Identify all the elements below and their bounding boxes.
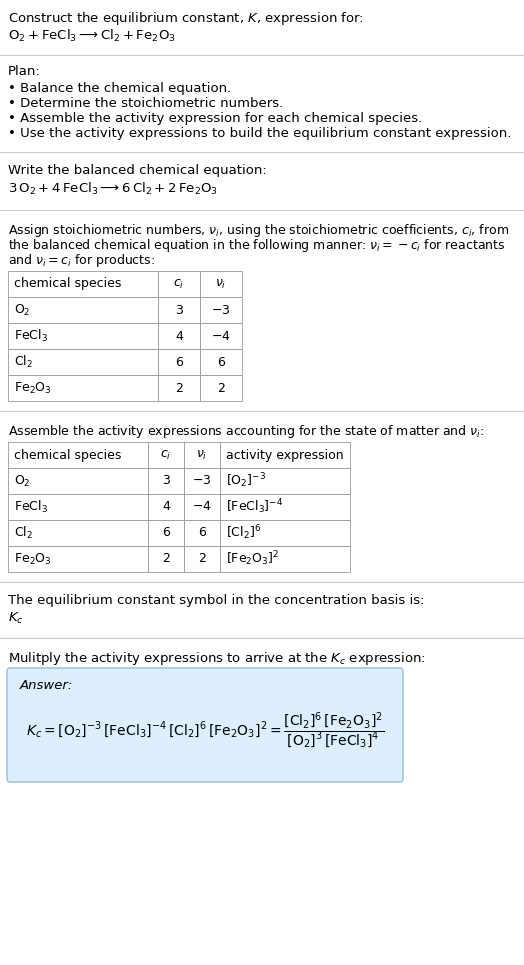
Bar bbox=[8, 297, 158, 323]
Bar bbox=[184, 468, 220, 494]
Text: 6: 6 bbox=[162, 527, 170, 539]
Text: 6: 6 bbox=[198, 527, 206, 539]
Bar bbox=[148, 494, 184, 520]
Bar bbox=[8, 323, 158, 349]
Text: and $\nu_i = c_i$ for products:: and $\nu_i = c_i$ for products: bbox=[8, 252, 155, 269]
Text: $K_c$: $K_c$ bbox=[8, 611, 24, 626]
Text: 2: 2 bbox=[217, 381, 225, 395]
Bar bbox=[8, 442, 148, 468]
Text: 6: 6 bbox=[217, 355, 225, 369]
Bar bbox=[148, 546, 184, 572]
Bar bbox=[8, 546, 148, 572]
Text: $\mathrm{O_2}$: $\mathrm{O_2}$ bbox=[14, 474, 30, 488]
Text: $\mathrm{O_2}$: $\mathrm{O_2}$ bbox=[14, 302, 30, 317]
Bar bbox=[220, 520, 350, 546]
Bar bbox=[220, 468, 350, 494]
Text: • Use the activity expressions to build the equilibrium constant expression.: • Use the activity expressions to build … bbox=[8, 127, 511, 140]
Text: $-3$: $-3$ bbox=[211, 304, 231, 317]
Text: $[\mathrm{FeCl_3}]^{-4}$: $[\mathrm{FeCl_3}]^{-4}$ bbox=[226, 498, 283, 516]
Text: $\mathrm{Cl_2}$: $\mathrm{Cl_2}$ bbox=[14, 354, 33, 370]
Text: 2: 2 bbox=[175, 381, 183, 395]
Text: $\nu_i$: $\nu_i$ bbox=[196, 449, 208, 461]
Bar bbox=[158, 297, 200, 323]
Bar bbox=[220, 546, 350, 572]
Text: 2: 2 bbox=[162, 553, 170, 565]
Bar bbox=[184, 546, 220, 572]
Bar bbox=[200, 297, 242, 323]
Text: chemical species: chemical species bbox=[14, 449, 122, 461]
Bar bbox=[158, 349, 200, 375]
Bar bbox=[8, 375, 158, 401]
Text: $[\mathrm{Fe_2O_3}]^{2}$: $[\mathrm{Fe_2O_3}]^{2}$ bbox=[226, 550, 279, 568]
Text: Write the balanced chemical equation:: Write the balanced chemical equation: bbox=[8, 164, 267, 177]
Bar bbox=[8, 349, 158, 375]
Bar bbox=[148, 520, 184, 546]
Bar bbox=[220, 442, 350, 468]
Bar bbox=[184, 494, 220, 520]
Text: $\mathrm{3\,O_2 + 4\,FeCl_3 \longrightarrow 6\,Cl_2 + 2\,Fe_2O_3}$: $\mathrm{3\,O_2 + 4\,FeCl_3 \longrightar… bbox=[8, 181, 218, 197]
Text: • Assemble the activity expression for each chemical species.: • Assemble the activity expression for e… bbox=[8, 112, 422, 125]
FancyBboxPatch shape bbox=[7, 668, 403, 782]
Text: 3: 3 bbox=[162, 475, 170, 487]
Text: 3: 3 bbox=[175, 304, 183, 317]
Text: $c_i$: $c_i$ bbox=[160, 449, 172, 461]
Bar bbox=[200, 349, 242, 375]
Bar bbox=[200, 375, 242, 401]
Text: $-4$: $-4$ bbox=[192, 501, 212, 513]
Text: $\mathrm{FeCl_3}$: $\mathrm{FeCl_3}$ bbox=[14, 328, 48, 345]
Text: • Determine the stoichiometric numbers.: • Determine the stoichiometric numbers. bbox=[8, 97, 283, 110]
Text: $-3$: $-3$ bbox=[192, 475, 212, 487]
Bar bbox=[200, 271, 242, 297]
Text: $\nu_i$: $\nu_i$ bbox=[215, 278, 227, 290]
Text: Assemble the activity expressions accounting for the state of matter and $\nu_i$: Assemble the activity expressions accoun… bbox=[8, 423, 484, 440]
Bar bbox=[158, 375, 200, 401]
Bar bbox=[158, 323, 200, 349]
Bar bbox=[200, 323, 242, 349]
Bar bbox=[220, 494, 350, 520]
Text: $\mathrm{Fe_2O_3}$: $\mathrm{Fe_2O_3}$ bbox=[14, 551, 52, 566]
Text: $K_c = [\mathrm{O_2}]^{-3}\,[\mathrm{FeCl_3}]^{-4}\,[\mathrm{Cl_2}]^{6}\,[\mathr: $K_c = [\mathrm{O_2}]^{-3}\,[\mathrm{FeC… bbox=[26, 711, 384, 751]
Text: $c_i$: $c_i$ bbox=[173, 278, 184, 290]
Text: The equilibrium constant symbol in the concentration basis is:: The equilibrium constant symbol in the c… bbox=[8, 594, 424, 607]
Text: activity expression: activity expression bbox=[226, 449, 344, 461]
Bar bbox=[8, 468, 148, 494]
Bar bbox=[184, 520, 220, 546]
Bar bbox=[8, 271, 158, 297]
Text: 6: 6 bbox=[175, 355, 183, 369]
Text: Construct the equilibrium constant, $K$, expression for:: Construct the equilibrium constant, $K$,… bbox=[8, 10, 364, 27]
Text: • Balance the chemical equation.: • Balance the chemical equation. bbox=[8, 82, 231, 95]
Bar bbox=[148, 442, 184, 468]
Text: 4: 4 bbox=[175, 329, 183, 343]
Text: Mulitply the activity expressions to arrive at the $K_c$ expression:: Mulitply the activity expressions to arr… bbox=[8, 650, 426, 667]
Text: 2: 2 bbox=[198, 553, 206, 565]
Text: Plan:: Plan: bbox=[8, 65, 41, 78]
Text: $[\mathrm{O_2}]^{-3}$: $[\mathrm{O_2}]^{-3}$ bbox=[226, 472, 266, 490]
Text: $\mathrm{Cl_2}$: $\mathrm{Cl_2}$ bbox=[14, 525, 33, 541]
Bar bbox=[8, 520, 148, 546]
Text: $\mathrm{FeCl_3}$: $\mathrm{FeCl_3}$ bbox=[14, 499, 48, 515]
Text: $-4$: $-4$ bbox=[211, 329, 231, 343]
Text: the balanced chemical equation in the following manner: $\nu_i = -c_i$ for react: the balanced chemical equation in the fo… bbox=[8, 237, 506, 254]
Text: $\mathrm{O_2 + FeCl_3 \longrightarrow Cl_2 + Fe_2O_3}$: $\mathrm{O_2 + FeCl_3 \longrightarrow Cl… bbox=[8, 28, 176, 44]
Text: 4: 4 bbox=[162, 501, 170, 513]
Text: $[\mathrm{Cl_2}]^{6}$: $[\mathrm{Cl_2}]^{6}$ bbox=[226, 524, 261, 542]
Bar bbox=[184, 442, 220, 468]
Text: $\mathrm{Fe_2O_3}$: $\mathrm{Fe_2O_3}$ bbox=[14, 380, 52, 396]
Bar bbox=[8, 494, 148, 520]
Bar bbox=[158, 271, 200, 297]
Text: chemical species: chemical species bbox=[14, 278, 122, 290]
Text: Assign stoichiometric numbers, $\nu_i$, using the stoichiometric coefficients, $: Assign stoichiometric numbers, $\nu_i$, … bbox=[8, 222, 509, 239]
Text: Answer:: Answer: bbox=[20, 679, 73, 692]
Bar bbox=[148, 468, 184, 494]
